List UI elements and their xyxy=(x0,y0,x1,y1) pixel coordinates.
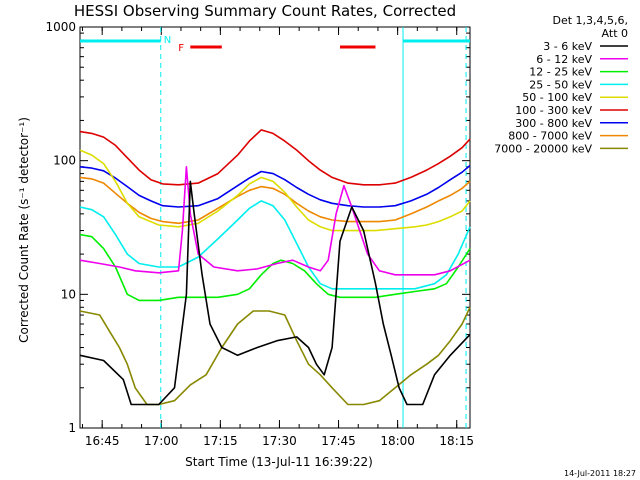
date-stamp: 14-Jul-2011 18:27 xyxy=(564,469,636,478)
y-tick-label: 100 xyxy=(53,154,76,168)
y-axis-label: Corrected Count Rate (s⁻¹ detector⁻¹) xyxy=(17,117,31,343)
legend-header-line: Det 1,3,4,5,6, xyxy=(552,14,628,27)
plot-area: 1 10 100 1000 16:45 17:00 17:15 17:30 17:45 18:00… xyxy=(45,20,474,448)
series-line xyxy=(79,164,471,208)
x-tick-label: 17:45 xyxy=(321,434,356,448)
series-line xyxy=(79,233,471,302)
flare-marker-label: F xyxy=(178,43,184,54)
x-tick-label: 17:15 xyxy=(203,434,238,448)
x-tick-label: 18:00 xyxy=(380,434,415,448)
x-tick-label: 16:45 xyxy=(85,434,120,448)
legend-entry-label: 7000 - 20000 keV xyxy=(494,142,592,155)
series-line xyxy=(79,166,471,276)
series-line xyxy=(79,180,471,406)
night-marker-label: N xyxy=(164,35,171,46)
y-tick-label: 1 xyxy=(68,421,76,435)
x-tick-label: 17:30 xyxy=(262,434,297,448)
legend-entry-label: 25 - 50 keV xyxy=(529,78,592,91)
series-line xyxy=(79,306,471,406)
y-tick-label: 10 xyxy=(61,287,76,301)
series-line xyxy=(79,200,471,290)
x-tick-label: 18:15 xyxy=(439,434,474,448)
legend-entry-label: 300 - 800 keV xyxy=(515,117,592,130)
x-axis-label: Start Time (13-Jul-11 16:39:22) xyxy=(185,455,373,469)
legend-entry-label: 12 - 25 keV xyxy=(529,66,592,79)
legend-entry-label: 50 - 100 keV xyxy=(522,91,592,104)
y-tick-label: 1000 xyxy=(45,20,76,34)
series-line xyxy=(79,176,471,225)
series-line xyxy=(79,149,471,232)
chart-title: HESSI Observing Summary Count Rates, Cor… xyxy=(74,2,456,20)
legend-entry-label: 100 - 300 keV xyxy=(515,104,592,117)
series-line xyxy=(79,129,471,186)
legend-entry-label: 800 - 7000 keV xyxy=(508,130,592,143)
legend-header-line: Att 0 xyxy=(602,27,628,40)
legend-entry-label: 6 - 12 keV xyxy=(536,53,592,66)
legend-entry-label: 3 - 6 keV xyxy=(543,40,592,53)
x-tick-label: 17:00 xyxy=(144,434,179,448)
